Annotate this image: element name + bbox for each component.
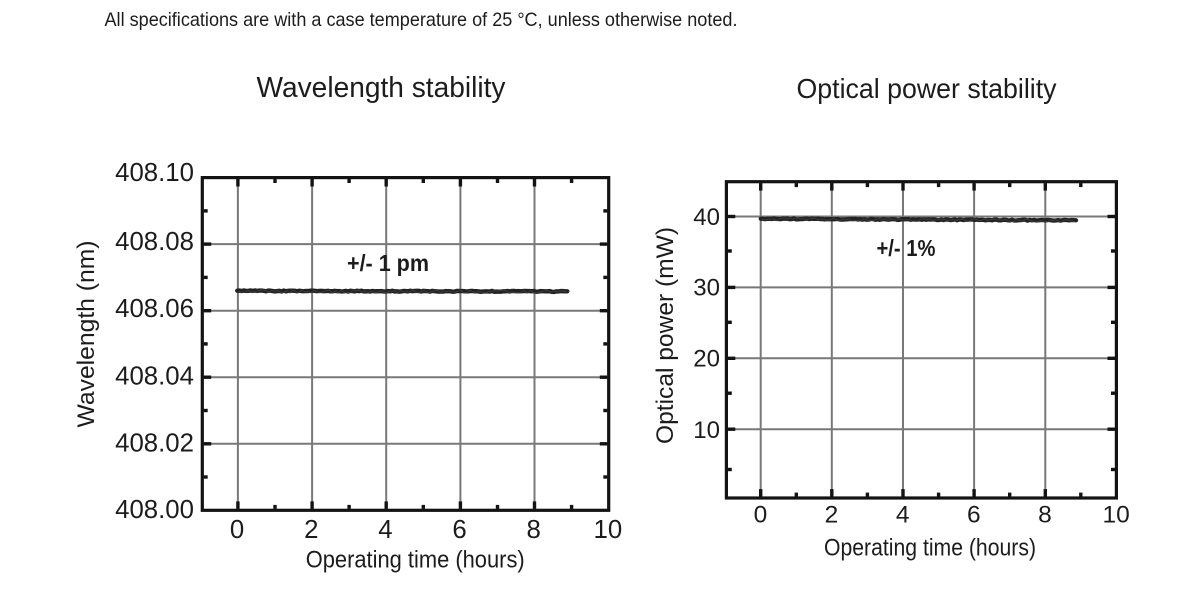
svg-text:8: 8	[527, 516, 541, 544]
svg-text:10: 10	[1102, 502, 1129, 529]
svg-text:408.02: 408.02	[115, 430, 194, 458]
svg-text:408.10: 408.10	[115, 159, 194, 187]
svg-text:6: 6	[967, 502, 981, 529]
svg-text:408.04: 408.04	[115, 362, 194, 390]
svg-text:Wavelength stability: Wavelength stability	[257, 72, 507, 104]
svg-text:0: 0	[754, 502, 768, 529]
svg-text:4: 4	[378, 516, 392, 544]
svg-text:Wavelength (nm): Wavelength (nm)	[73, 240, 100, 427]
svg-text:Optical power (mW): Optical power (mW)	[652, 227, 679, 444]
svg-text:4: 4	[896, 502, 910, 529]
svg-text:8: 8	[1038, 502, 1052, 529]
svg-text:2: 2	[304, 516, 318, 544]
svg-text:40: 40	[693, 204, 720, 231]
svg-text:10: 10	[594, 516, 623, 544]
svg-text:408.00: 408.00	[115, 496, 194, 524]
svg-text:20: 20	[693, 346, 720, 373]
svg-text:6: 6	[452, 516, 466, 544]
svg-text:408.06: 408.06	[115, 295, 194, 323]
svg-text:+/- 1%: +/- 1%	[877, 235, 936, 261]
svg-text:408.08: 408.08	[115, 228, 194, 256]
svg-text:Optical power stability: Optical power stability	[797, 73, 1057, 104]
svg-text:All specifications are with a: All specifications are with a case tempe…	[105, 9, 738, 31]
svg-text:30: 30	[693, 275, 720, 302]
svg-text:Operating time (hours): Operating time (hours)	[824, 535, 1036, 562]
svg-text:Operating time (hours): Operating time (hours)	[306, 547, 525, 574]
svg-text:2: 2	[825, 502, 839, 529]
svg-text:0: 0	[230, 516, 244, 544]
svg-text:+/- 1 pm: +/- 1 pm	[347, 250, 429, 276]
svg-text:10: 10	[693, 417, 720, 444]
